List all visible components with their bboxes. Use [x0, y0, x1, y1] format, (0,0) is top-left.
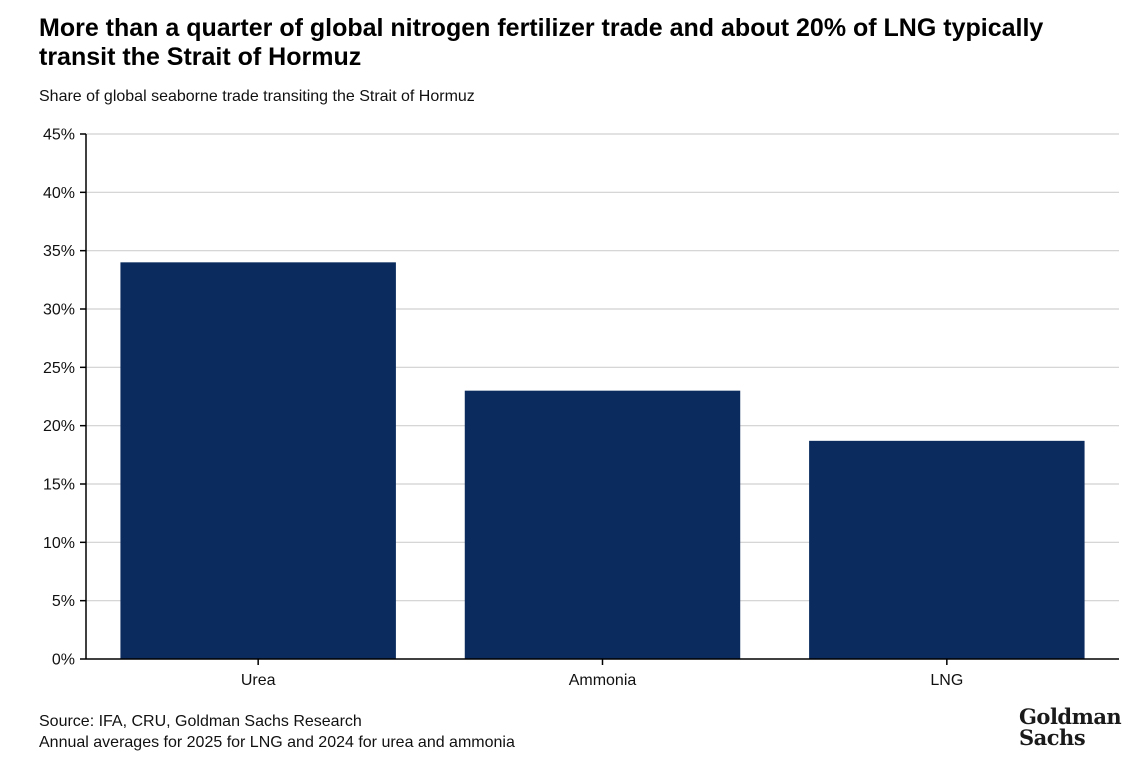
axes [80, 133, 1119, 665]
tick-labels: 0% 5% 10% 15% 20% 25% 30% 35% 40% 45% Urea Ammonia L… [43, 127, 963, 690]
y-tick-label: 10% [43, 535, 75, 552]
x-tick-label-urea: Urea [241, 672, 276, 689]
goldman-sachs-logo: Goldman Sachs [1019, 704, 1122, 750]
bar-urea [120, 262, 396, 659]
y-tick-label: 0% [52, 652, 75, 669]
x-tick-label-lng: LNG [930, 672, 963, 689]
y-tick-label: 35% [43, 243, 75, 260]
y-tick-label: 40% [43, 185, 75, 202]
x-tick-label-ammonia: Ammonia [569, 672, 637, 689]
y-tick-label: 15% [43, 477, 75, 494]
bars [120, 262, 1085, 659]
bar-ammonia [464, 390, 741, 659]
chart-footer: Source: IFA, CRU, Goldman Sachs Research… [39, 711, 515, 753]
bar-lng [809, 440, 1085, 659]
chart-subtitle: Share of global seaborne trade transitin… [39, 88, 475, 105]
source-note: Source: IFA, CRU, Goldman Sachs Research [39, 713, 362, 730]
logo-line-1: Goldman [1019, 704, 1122, 729]
chart-title: More than a quarter of global nitrogen f… [39, 14, 1044, 71]
y-tick-label: 25% [43, 360, 75, 377]
y-tick-label: 30% [43, 302, 75, 319]
logo-line-2: Sachs [1019, 725, 1086, 750]
y-tick-label: 20% [43, 418, 75, 435]
data-note: Annual averages for 2025 for LNG and 202… [39, 734, 515, 751]
y-tick-label: 45% [43, 127, 75, 144]
y-tick-label: 5% [52, 593, 75, 610]
